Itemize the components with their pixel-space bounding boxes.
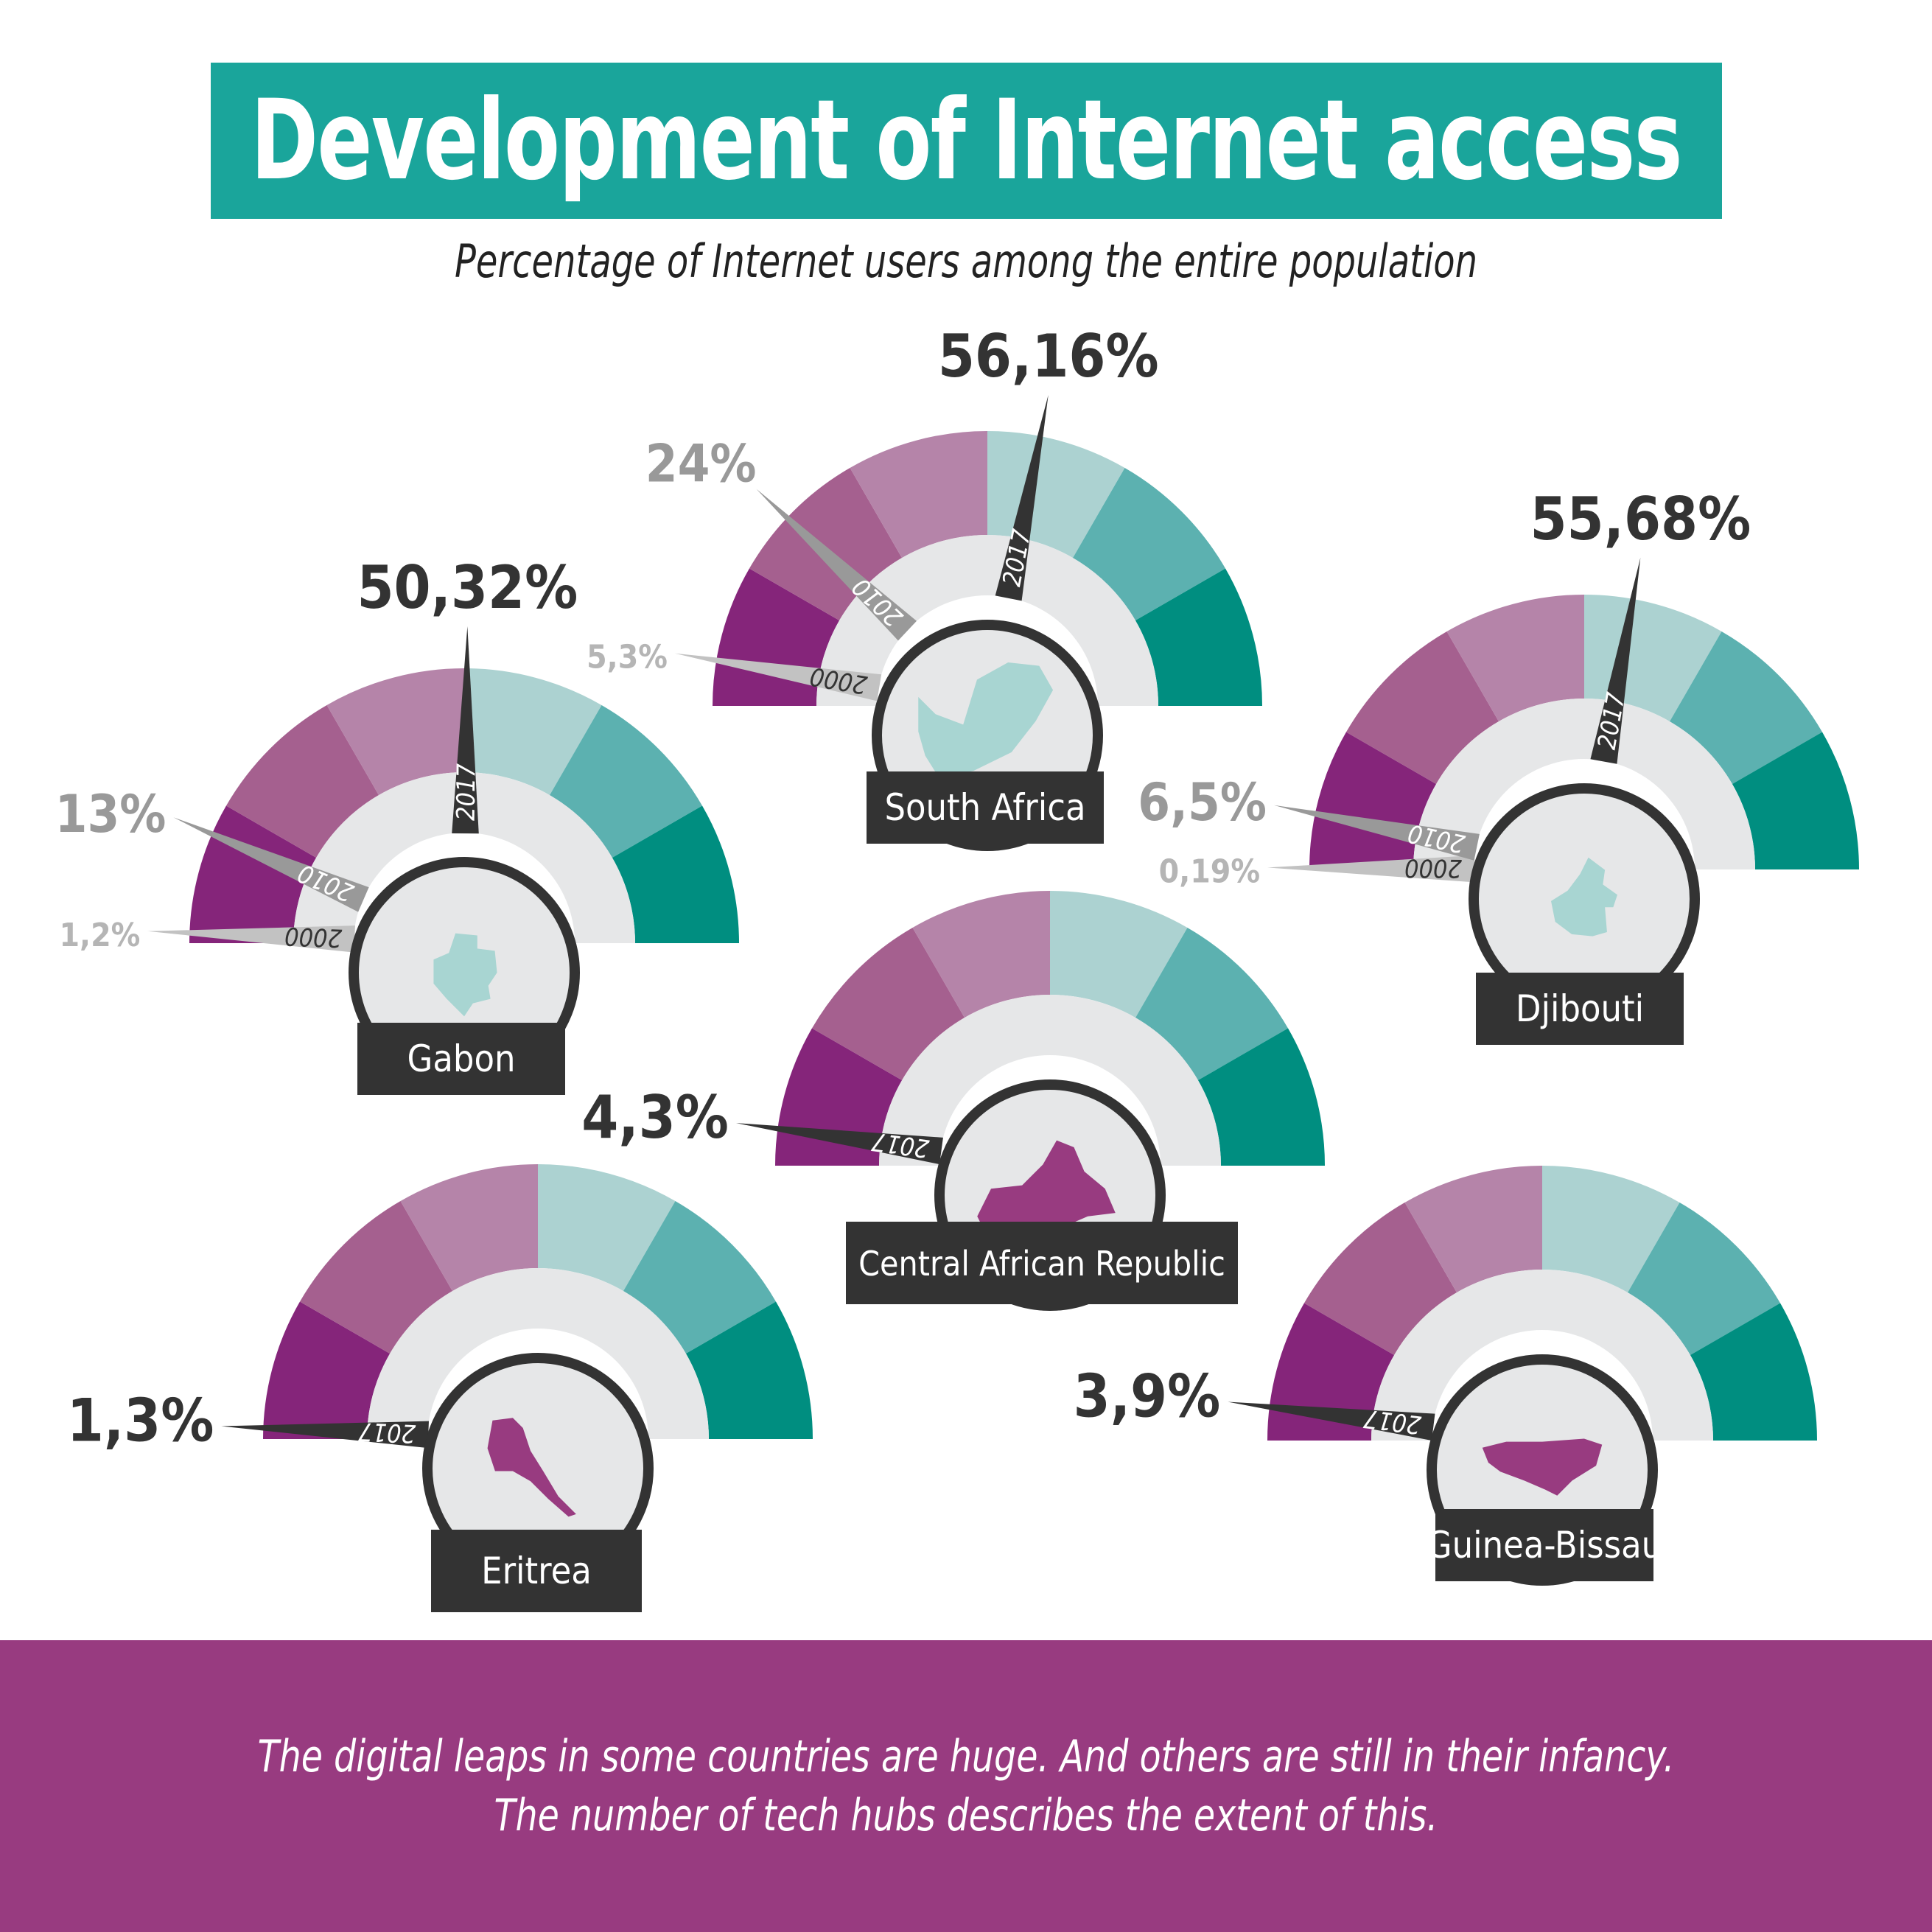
needle-gabon-2000 [147, 925, 355, 953]
gauge-segment-eritrea-1 [263, 1301, 391, 1439]
page-title: Development of Internet access [251, 77, 1683, 205]
country-label-central-african-republic: Central African Republic [858, 1244, 1225, 1284]
value-label-south-africa-2010: 24% [645, 434, 757, 494]
gauge-segment-gabon-6 [612, 805, 739, 943]
needle-south-africa-2000 [674, 653, 882, 701]
gauge-inner-band-gabon [293, 772, 635, 943]
needle-gabon-2017 [452, 626, 479, 834]
footer-banner: The digital leaps in some countries are … [0, 1640, 1932, 1932]
needle-south-africa-2017 [995, 395, 1049, 601]
gauge-segment-gabon-2 [225, 704, 379, 858]
needle-year-eritrea-2017: 2017 [357, 1416, 416, 1448]
needle-djibouti-2010 [1273, 805, 1480, 861]
value-label-guinea-bissau-2017: 3,9% [1074, 1362, 1221, 1430]
gauge-segment-gabon-3 [326, 668, 464, 796]
country-label-djibouti: Djibouti [1516, 987, 1644, 1030]
page-subtitle: Percentage of Internet users among the e… [454, 234, 1478, 288]
country-label-box-gabon [357, 1023, 565, 1095]
gauge-segment-guinea-bissau-6 [1690, 1303, 1817, 1441]
needle-year-gabon-2000: 2000 [284, 921, 343, 953]
needle-gabon-2010 [173, 817, 369, 912]
needle-south-africa-2010 [756, 489, 917, 641]
gauge-segment-eritrea-2 [299, 1200, 452, 1354]
value-label-djibouti-2017: 55,68% [1530, 485, 1751, 553]
gauge-segment-central-african-republic-4 [1050, 891, 1188, 1018]
needle-djibouti-2000 [1267, 855, 1475, 883]
gauge-segment-djibouti-2 [1345, 631, 1499, 784]
gauge-segment-guinea-bissau-2 [1303, 1202, 1457, 1355]
country-label-box-south-africa [867, 771, 1104, 844]
country-shape-guinea-bissau [1482, 1438, 1603, 1496]
gauge-segment-central-african-republic-6 [1197, 1028, 1325, 1166]
needle-eritrea-2017 [221, 1421, 429, 1449]
value-label-central-african-republic-2017: 4,3% [581, 1083, 729, 1152]
gauge-eritrea: 2017 Eritrea 1,3% [67, 1164, 813, 1612]
footer-line-2: The number of tech hubs describes the ex… [494, 1790, 1438, 1841]
country-shape-eritrea [487, 1418, 576, 1517]
needle-central-african-republic-2017 [735, 1123, 943, 1165]
gauge-inner-band-djibouti [1413, 699, 1755, 869]
country-label-box-djibouti [1476, 973, 1684, 1045]
gauge-segment-djibouti-3 [1446, 595, 1584, 722]
gauge-segment-guinea-bissau-5 [1628, 1202, 1781, 1355]
value-label-south-africa-2017: 56,16% [938, 322, 1159, 391]
gauge-segment-eritrea-5 [623, 1200, 777, 1354]
country-label-south-africa: South Africa [884, 786, 1085, 829]
needle-year-gabon-2017: 2017 [452, 763, 482, 821]
gauge-segment-guinea-bissau-3 [1404, 1166, 1542, 1293]
gauge-segment-gabon-5 [550, 704, 703, 858]
gauge-segment-guinea-bissau-4 [1542, 1166, 1680, 1293]
gauge-guinea-bissau: 2017 Guinea-Bissau 3,9% [1074, 1166, 1817, 1586]
gauge-segment-south-africa-5 [1073, 467, 1226, 620]
needle-year-djibouti-2000: 2000 [1404, 853, 1462, 883]
value-label-djibouti-2000: 0,19% [1159, 853, 1260, 890]
gauge-segment-eritrea-6 [685, 1301, 813, 1439]
country-label-box-central-african-republic [846, 1222, 1238, 1304]
value-label-gabon-2000: 1,2% [60, 917, 141, 954]
footer-text: The digital leaps in some countries are … [0, 1727, 1932, 1845]
gauge-segment-eritrea-3 [400, 1164, 538, 1292]
gauge-inner-band-eritrea [367, 1268, 709, 1439]
gauge-segment-eritrea-4 [538, 1164, 676, 1292]
needle-guinea-bissau-2017 [1228, 1401, 1435, 1441]
country-shape-gabon [433, 933, 497, 1017]
value-label-eritrea-2017: 1,3% [67, 1386, 214, 1455]
value-label-gabon-2017: 50,32% [357, 553, 578, 622]
country-label-guinea-bissau: Guinea-Bissau [1427, 1524, 1662, 1567]
gauge-segment-gabon-4 [464, 668, 602, 796]
gauge-inner-band-central-african-republic [879, 995, 1221, 1166]
value-label-djibouti-2010: 6,5% [1138, 772, 1267, 833]
gauge-segment-central-african-republic-5 [1135, 927, 1289, 1080]
gauge-segment-djibouti-5 [1670, 631, 1823, 784]
needle-djibouti-2017 [1590, 557, 1641, 764]
value-label-south-africa-2000: 5,3% [587, 639, 668, 676]
value-label-gabon-2010: 13% [55, 784, 167, 844]
gauge-segment-central-african-republic-2 [811, 927, 965, 1080]
needle-year-guinea-bissau-2017: 2017 [1362, 1403, 1423, 1439]
footer-line-1: The digital leaps in some countries are … [257, 1731, 1675, 1782]
gauge-segment-south-africa-6 [1135, 568, 1262, 706]
country-label-box-eritrea [431, 1530, 642, 1612]
gauge-segment-south-africa-3 [850, 431, 987, 559]
country-label-box-guinea-bissau [1435, 1509, 1653, 1581]
country-shape-djibouti [1551, 857, 1617, 937]
gauge-segment-djibouti-6 [1732, 732, 1859, 869]
gauge-segment-central-african-republic-3 [912, 891, 1050, 1018]
country-label-gabon: Gabon [407, 1037, 515, 1080]
gauge-inner-band-guinea-bissau [1371, 1270, 1713, 1441]
country-shape-south-africa [918, 662, 1054, 778]
gauge-inner-band-south-africa [816, 535, 1158, 706]
country-label-eritrea: Eritrea [481, 1550, 592, 1592]
title-banner: Development of Internet access [211, 63, 1722, 219]
